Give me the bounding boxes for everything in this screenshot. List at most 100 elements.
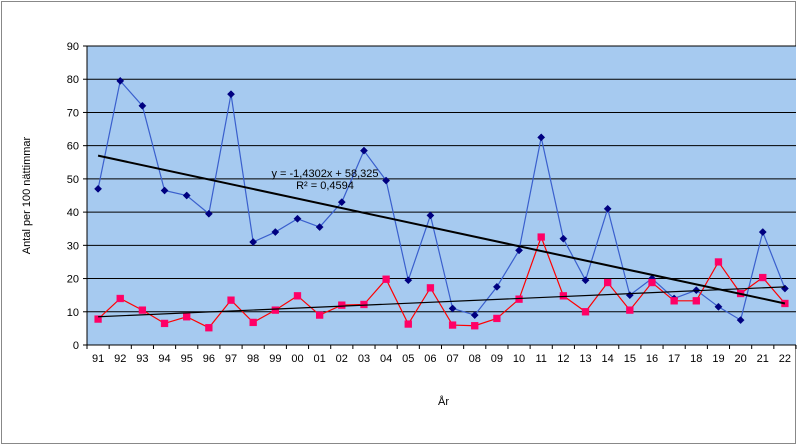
- series-2-point: [249, 318, 257, 327]
- series-1-point: [736, 316, 745, 325]
- x-tick-label: 93: [136, 353, 148, 365]
- x-tick-label: 22: [779, 353, 791, 365]
- series-2-point: [338, 301, 346, 309]
- x-tick-label: 04: [380, 353, 392, 365]
- series-2-point: [426, 284, 435, 292]
- series-2-point: [471, 322, 479, 330]
- trendline-layer: [97, 154, 786, 318]
- plot-area: [87, 46, 796, 345]
- series-1-point: [382, 176, 391, 185]
- series-2-point: [116, 294, 124, 303]
- series-2-point: [604, 278, 612, 287]
- series-2-point: [648, 278, 656, 287]
- series-2-point: [271, 306, 279, 314]
- x-tick-label: 05: [402, 353, 414, 365]
- series-1-point: [116, 76, 125, 85]
- x-tick-label: 15: [624, 353, 636, 365]
- x-tick-label: 96: [203, 353, 215, 365]
- x-tick-label: 20: [734, 353, 746, 365]
- x-tick-label: 95: [181, 353, 193, 365]
- series-1-point: [470, 311, 479, 320]
- series-1-point: [359, 146, 368, 155]
- trendline-equation: y = -1,4302x + 58,325: [271, 168, 378, 180]
- series-2-point: [94, 315, 102, 323]
- series-1-point: [160, 186, 169, 195]
- series-2-point: [160, 319, 169, 328]
- x-tick-label: 10: [513, 353, 525, 365]
- series-2-point: [382, 275, 390, 283]
- x-tick-label: 92: [114, 353, 126, 365]
- x-tick-label: 01: [314, 353, 326, 365]
- series-2-point: [138, 306, 147, 314]
- x-tick-label: 99: [269, 353, 281, 365]
- series-layer: [94, 76, 789, 332]
- x-tick-label: 18: [690, 353, 702, 365]
- series-1-point: [271, 228, 280, 236]
- series-2-point: [692, 297, 700, 305]
- x-tick-label: 19: [712, 353, 724, 365]
- y-tick-label: 30: [67, 240, 79, 252]
- y-tick-label: 80: [67, 74, 79, 86]
- series-2-point: [448, 321, 457, 329]
- series-2-point: [404, 320, 412, 328]
- y-tick-label: 20: [67, 274, 79, 286]
- series-2-point: [493, 314, 501, 323]
- series-2-point: [714, 258, 723, 266]
- x-tick-label: 03: [358, 353, 370, 365]
- series-2-point: [315, 311, 324, 319]
- series-2-point: [670, 297, 678, 305]
- series-1-point: [515, 246, 524, 255]
- series-1-point: [227, 90, 235, 99]
- series-1-point: [758, 228, 767, 236]
- x-tick-label: 06: [424, 353, 436, 365]
- x-tick-label: 07: [446, 353, 458, 365]
- series-1-point: [337, 198, 346, 207]
- x-tick-label: 00: [291, 353, 303, 365]
- x-tick-label: 98: [247, 353, 259, 365]
- series-1-point: [603, 204, 612, 213]
- series-1-point: [138, 101, 147, 110]
- x-axis-label: År: [438, 395, 449, 408]
- x-tick-label: 14: [602, 353, 614, 365]
- series-1-point: [293, 214, 302, 223]
- y-tick-label: 90: [67, 41, 79, 53]
- y-tick-label: 10: [67, 307, 79, 319]
- x-tick-label: 94: [158, 353, 170, 365]
- series-2-point: [227, 296, 235, 304]
- x-tick-label: 17: [668, 353, 680, 365]
- series-1-point: [182, 191, 191, 200]
- series-1-point: [404, 276, 413, 285]
- series-line-1: [97, 79, 786, 322]
- series-1-point: [559, 234, 568, 243]
- series-2-point: [360, 300, 368, 309]
- x-tick-label: 02: [336, 353, 348, 365]
- series-1-point: [492, 282, 501, 291]
- series-1-point: [448, 304, 457, 313]
- x-tick-label: 09: [491, 353, 503, 365]
- x-tick-label: 21: [757, 353, 769, 365]
- series-1-point: [714, 302, 723, 311]
- x-tick-label: 13: [579, 353, 591, 365]
- series-2-point: [515, 295, 523, 303]
- series-2-point: [293, 292, 302, 300]
- x-tick-label: 16: [646, 353, 658, 365]
- trendline-r-squared: R² = 0,4594: [296, 180, 354, 192]
- series-line-2: [97, 235, 786, 329]
- y-tick-label: 70: [67, 107, 79, 119]
- series-2-point: [759, 273, 767, 282]
- series-1-point: [315, 223, 324, 232]
- y-tick-label: 60: [67, 141, 79, 153]
- series-1-point: [426, 211, 435, 220]
- x-tick-label: 08: [469, 353, 481, 365]
- trendline-1: [97, 154, 786, 305]
- y-tick-label: 50: [67, 174, 79, 186]
- x-tick-label: 97: [225, 353, 237, 365]
- x-tick-label: 91: [92, 353, 104, 365]
- series-2-point: [537, 233, 545, 241]
- y-tick-label: 0: [73, 340, 79, 352]
- series-2-point: [205, 324, 213, 332]
- x-tick-label: 11: [535, 353, 546, 365]
